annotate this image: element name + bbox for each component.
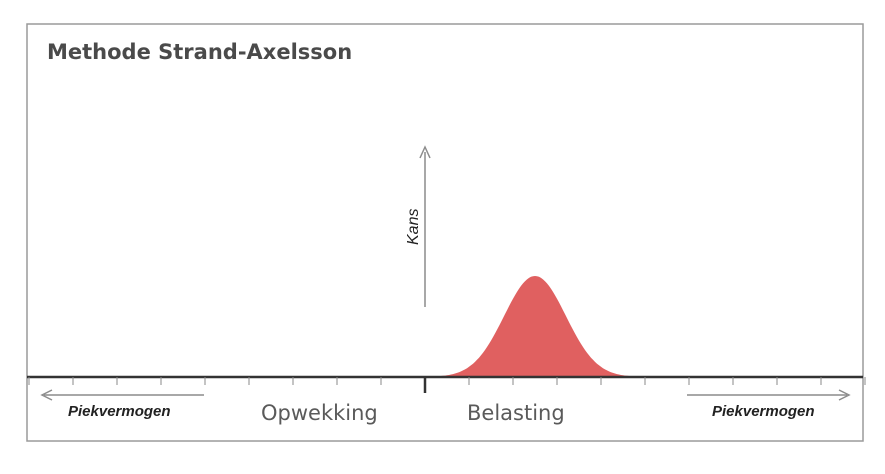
figure-title: Methode Strand-Axelsson (47, 40, 352, 64)
figure-frame (26, 23, 864, 442)
left-arrow (40, 389, 204, 401)
region-label-opwekking: Opwekking (261, 401, 378, 425)
right-arrow (687, 389, 851, 401)
probability-axis-arrow (419, 145, 431, 307)
axis-ticks (28, 377, 866, 385)
left-arrow-label: Piekvermogen (68, 403, 171, 420)
right-arrow-label: Piekvermogen (712, 403, 815, 420)
probability-axis-label: Kans (405, 209, 422, 245)
probability-distribution-curve (425, 276, 637, 377)
region-label-belasting: Belasting (467, 401, 565, 425)
